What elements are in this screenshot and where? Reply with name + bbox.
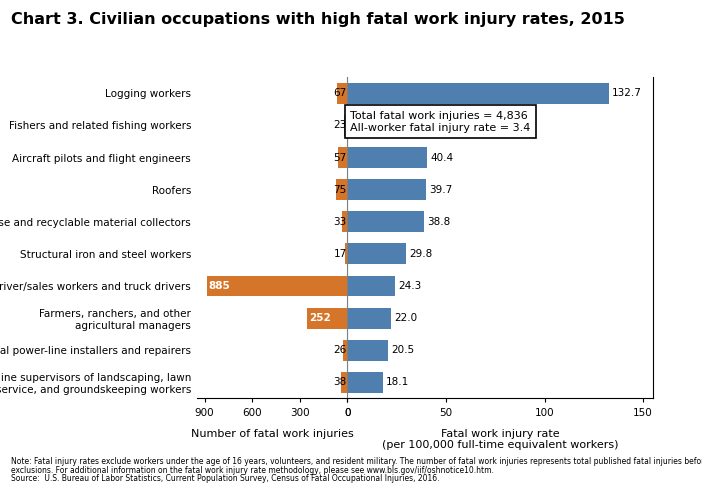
Bar xyxy=(338,147,347,168)
Bar xyxy=(207,276,347,297)
Text: 39.7: 39.7 xyxy=(429,185,452,195)
Bar xyxy=(347,147,427,168)
Bar xyxy=(307,308,347,328)
Text: Total fatal work injuries = 4,836
All-worker fatal injury rate = 3.4: Total fatal work injuries = 4,836 All-wo… xyxy=(350,111,531,133)
Text: 22.0: 22.0 xyxy=(394,313,417,323)
Text: 17: 17 xyxy=(333,249,347,259)
Text: 40.4: 40.4 xyxy=(430,153,453,163)
Text: 33: 33 xyxy=(333,217,347,227)
Text: 26: 26 xyxy=(333,345,347,355)
Text: 23: 23 xyxy=(333,120,347,130)
Text: 20.5: 20.5 xyxy=(391,345,414,355)
Text: 885: 885 xyxy=(208,281,230,291)
Bar xyxy=(343,212,347,232)
X-axis label: Fatal work injury rate
(per 100,000 full-time equivalent workers): Fatal work injury rate (per 100,000 full… xyxy=(382,428,618,450)
Text: 38: 38 xyxy=(333,377,347,387)
Bar xyxy=(347,83,609,104)
Bar xyxy=(347,276,395,297)
Text: 75: 75 xyxy=(333,185,347,195)
Bar xyxy=(345,243,347,264)
Text: 38.8: 38.8 xyxy=(427,217,450,227)
Bar xyxy=(347,212,424,232)
Bar xyxy=(347,115,456,136)
Bar xyxy=(341,372,347,393)
Text: 132.7: 132.7 xyxy=(612,88,642,99)
Bar xyxy=(344,115,347,136)
Bar xyxy=(347,340,388,361)
Text: 54.8: 54.8 xyxy=(458,120,482,130)
Text: Note: Fatal injury rates exclude workers under the age of 16 years, volunteers, : Note: Fatal injury rates exclude workers… xyxy=(11,457,702,467)
Text: 67: 67 xyxy=(333,88,347,99)
Bar xyxy=(337,83,347,104)
Text: 252: 252 xyxy=(309,313,331,323)
Bar xyxy=(347,308,391,328)
X-axis label: Number of fatal work injuries: Number of fatal work injuries xyxy=(191,428,353,439)
Text: Source:  U.S. Bureau of Labor Statistics, Current Population Survey, Census of F: Source: U.S. Bureau of Labor Statistics,… xyxy=(11,474,439,483)
Bar xyxy=(343,340,347,361)
Text: 18.1: 18.1 xyxy=(386,377,409,387)
Text: 57: 57 xyxy=(333,153,347,163)
Bar xyxy=(347,372,383,393)
Text: Chart 3. Civilian occupations with high fatal work injury rates, 2015: Chart 3. Civilian occupations with high … xyxy=(11,12,624,27)
Text: 29.8: 29.8 xyxy=(409,249,432,259)
Bar xyxy=(347,243,406,264)
Bar xyxy=(336,179,347,200)
Text: 24.3: 24.3 xyxy=(398,281,422,291)
Text: exclusions. For additional information on the fatal work injury rate methodology: exclusions. For additional information o… xyxy=(11,466,494,475)
Bar xyxy=(347,179,425,200)
